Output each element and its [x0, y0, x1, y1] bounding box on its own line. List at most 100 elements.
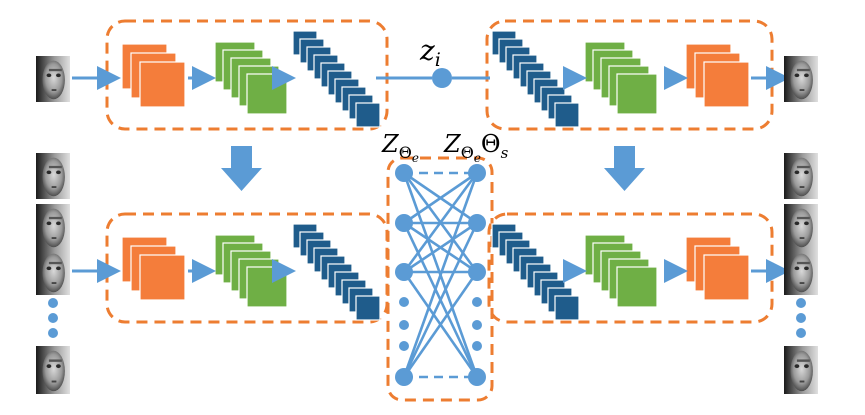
- face-eye: [804, 266, 809, 271]
- face-eye: [794, 73, 800, 78]
- latent-label: zi: [419, 34, 441, 71]
- deconv-block-orange-layer: [703, 61, 750, 108]
- conv-block-navy: [292, 30, 381, 128]
- face-brow: [48, 359, 62, 362]
- face-eye: [46, 221, 52, 226]
- network-node: [472, 297, 482, 307]
- face-brow: [48, 165, 62, 169]
- network-node: [395, 368, 413, 386]
- deconv-block-green-layer: [616, 73, 658, 115]
- network-node: [395, 164, 413, 182]
- network-node: [472, 320, 482, 330]
- deconv-block-orange: [685, 236, 750, 301]
- face-mouth: [51, 89, 57, 91]
- face-images: [36, 56, 818, 394]
- face-eye: [804, 221, 809, 226]
- face-mouth: [51, 282, 57, 284]
- face-photo-icon: [784, 346, 818, 394]
- face-eye: [794, 364, 800, 369]
- down-arrow-icon: [221, 146, 262, 191]
- face-mouth: [799, 237, 805, 239]
- network-connection: [402, 222, 479, 378]
- network-node: [399, 320, 409, 330]
- face-mouth: [51, 237, 57, 239]
- face-photo-icon: [36, 153, 70, 199]
- deconv-block-orange-layer: [703, 254, 750, 301]
- conv-block-green-layer: [246, 266, 288, 308]
- face-head: [42, 157, 65, 197]
- face-eye: [46, 364, 52, 369]
- face-eye: [56, 266, 61, 271]
- face-eye: [56, 221, 61, 226]
- network-node: [468, 164, 486, 182]
- face-eye: [804, 364, 809, 369]
- conv-block-green: [214, 234, 288, 308]
- ellipsis-dot: [48, 328, 58, 338]
- face-photo-icon: [784, 249, 818, 295]
- face-photo-icon: [784, 153, 818, 199]
- fully-connected-network: [395, 164, 486, 386]
- network-connection: [403, 221, 478, 274]
- network-node: [468, 368, 486, 386]
- face-eye: [804, 73, 809, 78]
- face-eye: [56, 170, 61, 175]
- deconv-block-navy: [491, 30, 580, 128]
- network-connection: [402, 172, 479, 273]
- face-mouth: [51, 186, 57, 188]
- conv-block-navy-layer: [355, 102, 381, 128]
- deconv-block-green-layer: [616, 266, 658, 308]
- face-photo-icon: [36, 56, 70, 102]
- deconv-block-green: [584, 234, 658, 308]
- face-head: [42, 208, 65, 248]
- conv-block-orange: [121, 236, 186, 301]
- face-eye: [46, 266, 52, 271]
- ellipsis-dot: [48, 298, 58, 308]
- face-photo-icon: [36, 346, 70, 394]
- conv-block-green: [214, 41, 288, 115]
- network-node: [468, 214, 486, 232]
- face-eye: [56, 364, 61, 369]
- top-encoder-box: [105, 19, 389, 131]
- face-head: [790, 208, 813, 248]
- deconv-block-green: [584, 41, 658, 115]
- deconv-block-navy-layer: [554, 295, 580, 321]
- face-eye: [56, 73, 61, 78]
- face-brow: [796, 165, 810, 169]
- flow-arrows: [72, 66, 790, 283]
- deconv-block-orange: [685, 43, 750, 108]
- conv-block-green-layer: [246, 73, 288, 115]
- face-mouth: [799, 282, 805, 284]
- face-mouth: [799, 380, 805, 383]
- network-node: [395, 214, 413, 232]
- latent-node: [432, 68, 452, 88]
- conv-block-orange-layer: [139, 61, 186, 108]
- encoder-set-label: ZΘe: [381, 130, 419, 165]
- network-connection: [403, 171, 478, 225]
- network-node: [472, 341, 482, 351]
- face-brow: [796, 68, 810, 72]
- conv-block-navy-layer: [355, 295, 381, 321]
- decoder-set-label: ZΘeΘs: [443, 130, 509, 165]
- face-photo-icon: [784, 56, 818, 102]
- conv-block-orange: [121, 43, 186, 108]
- face-head: [42, 350, 65, 392]
- face-head: [42, 253, 65, 293]
- face-brow: [48, 68, 62, 72]
- face-head: [790, 253, 813, 293]
- network-node: [468, 263, 486, 281]
- network-node: [395, 263, 413, 281]
- face-mouth: [51, 380, 57, 383]
- face-head: [790, 157, 813, 197]
- face-eye: [46, 170, 52, 175]
- ellipsis-dot: [48, 313, 58, 323]
- face-eye: [794, 170, 800, 175]
- network-connection: [402, 172, 479, 378]
- face-eye: [46, 73, 52, 78]
- middle-network-box: [386, 156, 494, 402]
- face-brow: [796, 359, 810, 362]
- face-brow: [48, 261, 62, 265]
- ellipsis-dot: [796, 328, 806, 338]
- face-head: [42, 60, 65, 100]
